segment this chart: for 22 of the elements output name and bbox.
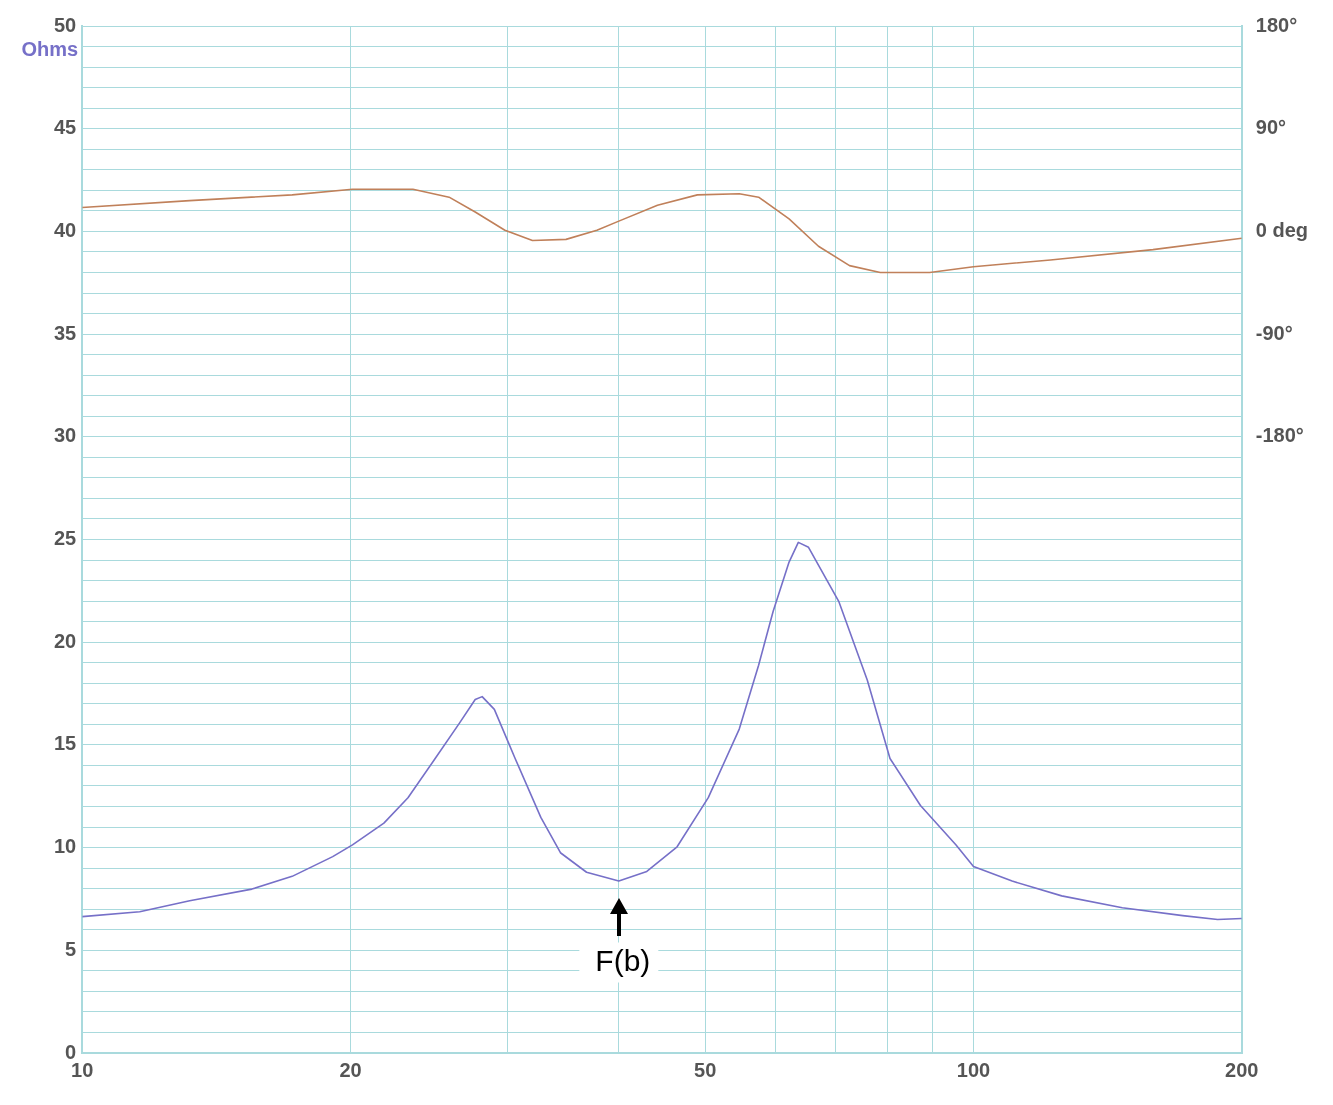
- y-tick-label: 15: [54, 732, 77, 755]
- y-tick-label: 10: [54, 835, 77, 858]
- y-tick-label: 40: [54, 218, 77, 241]
- x-tick-label: 200: [1225, 1058, 1259, 1081]
- y2-tick-label: 90°: [1255, 116, 1287, 139]
- y2-tick-label: 0 deg: [1255, 218, 1309, 241]
- y-tick-label: 20: [54, 629, 77, 652]
- annotation: F(b): [595, 943, 651, 977]
- y-axis-title: Ohms: [21, 37, 79, 60]
- y-tick-label: 50: [54, 13, 77, 36]
- y-tick-label: 45: [54, 116, 77, 139]
- y2-tick-label: -90°: [1255, 321, 1293, 344]
- y2-tick-label: 180°: [1255, 13, 1298, 36]
- x-tick-label: 100: [956, 1058, 991, 1081]
- x-tick-label: 50: [694, 1058, 717, 1081]
- y-tick-label: 5: [65, 937, 77, 960]
- y-tick-label: 35: [54, 321, 77, 344]
- y2-tick-label: -180°: [1255, 424, 1304, 447]
- y-tick-label: 30: [54, 424, 77, 447]
- y-tick-label: 25: [54, 527, 77, 550]
- y-tick-label: 0: [65, 1040, 77, 1063]
- x-tick-label: 20: [339, 1058, 362, 1081]
